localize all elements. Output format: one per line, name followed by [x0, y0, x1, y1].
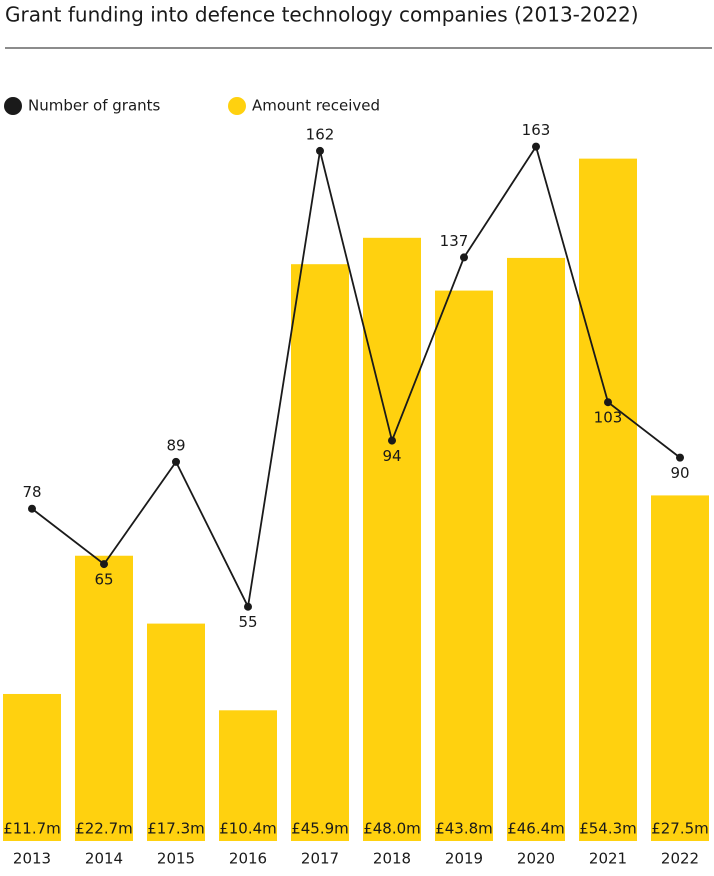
line-value-label: 103 — [594, 409, 623, 427]
bar — [147, 623, 205, 841]
bar-value-label: £48.0m — [363, 820, 421, 838]
legend-marker — [228, 97, 246, 115]
bar — [651, 495, 709, 841]
line-point — [172, 457, 180, 466]
line-point — [604, 398, 612, 407]
x-tick-label: 2020 — [517, 850, 555, 868]
bar-value-label: £22.7m — [75, 820, 133, 838]
x-tick-label: 2014 — [85, 850, 123, 868]
x-tick-label: 2019 — [445, 850, 483, 868]
line-value-label: 90 — [670, 464, 689, 482]
line-point — [316, 146, 324, 155]
bar — [579, 158, 637, 841]
x-tick-label: 2017 — [301, 850, 339, 868]
x-tick-label: 2021 — [589, 850, 627, 868]
bar-value-label: £54.3m — [579, 820, 637, 838]
bar-value-label: £11.7m — [3, 820, 61, 838]
line-value-label: 163 — [522, 121, 551, 139]
line-point — [460, 253, 468, 262]
bar-value-label: £45.9m — [291, 820, 349, 838]
line-point — [388, 436, 396, 445]
legend-label: Number of grants — [28, 97, 161, 115]
bar — [435, 290, 493, 842]
x-tick-label: 2022 — [661, 850, 699, 868]
line-value-label: 89 — [166, 436, 185, 454]
x-tick-label: 2013 — [13, 850, 51, 868]
chart-title: Grant funding into defence technology co… — [5, 3, 639, 27]
line-point — [28, 504, 36, 513]
bar — [3, 693, 61, 841]
line — [31, 144, 681, 610]
bar — [363, 237, 421, 842]
x-tick-label: 2018 — [373, 850, 411, 868]
x-tick-label: 2016 — [229, 850, 267, 868]
line-point — [100, 560, 108, 569]
line-value-label: 162 — [306, 125, 335, 143]
bar-value-label: £46.4m — [507, 820, 565, 838]
bar — [291, 264, 349, 841]
line-value-label: 65 — [94, 571, 113, 589]
legend-marker — [4, 97, 22, 115]
line-value-label: 55 — [238, 613, 257, 631]
line-value-label: 137 — [440, 232, 469, 250]
bar-value-label: £43.8m — [435, 820, 493, 838]
line-point — [676, 453, 684, 462]
bar-value-label: £17.3m — [147, 820, 205, 838]
bar-value-label: £10.4m — [219, 820, 277, 838]
line-value-label: 78 — [22, 483, 41, 501]
line-point — [532, 142, 540, 151]
line-value-label: 94 — [382, 447, 401, 465]
bar — [75, 555, 133, 841]
legend-label: Amount received — [252, 97, 380, 115]
line-point — [244, 602, 252, 611]
bar — [219, 710, 277, 841]
bar — [507, 257, 565, 841]
bar-value-label: £27.5m — [651, 820, 709, 838]
x-tick-label: 2015 — [157, 850, 195, 868]
